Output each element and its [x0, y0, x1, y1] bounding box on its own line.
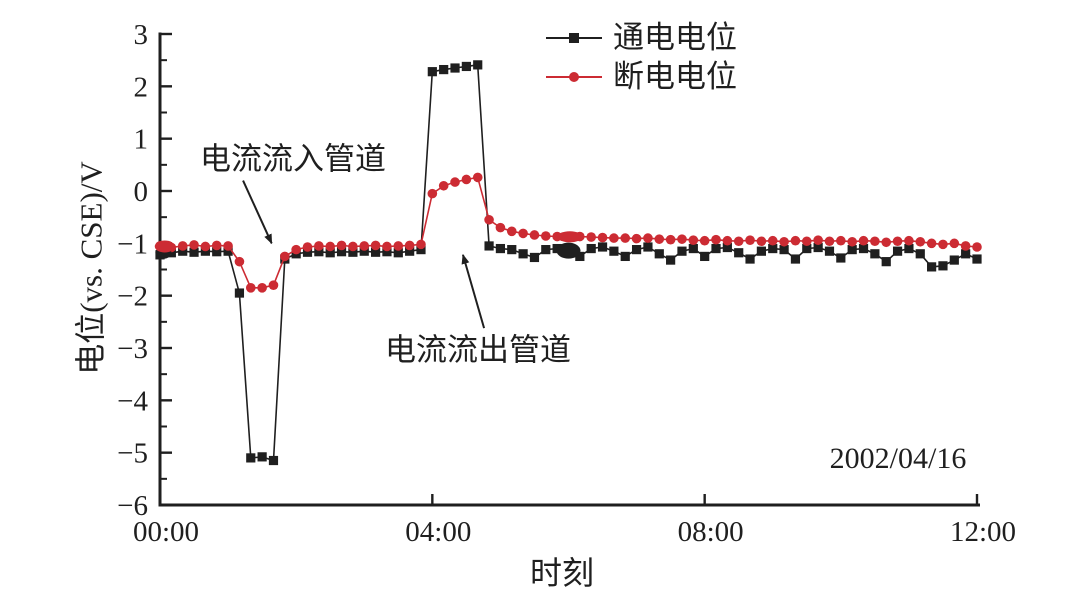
legend-item-off-potential: 断电电位 — [546, 57, 737, 96]
y-tick-label: −4 — [117, 385, 148, 417]
marker-cluster — [154, 240, 175, 253]
legend-item-on-potential: 通电电位 — [546, 18, 737, 57]
marker-cluster — [556, 231, 583, 243]
annotation-arrow-inflow — [242, 180, 273, 245]
x-axis-title: 时刻 — [529, 555, 595, 591]
y-tick-label: 3 — [134, 19, 149, 51]
y-tick-label: 2 — [134, 71, 149, 103]
legend-label-on-potential: 通电电位 — [613, 20, 737, 55]
y-tick-label: 0 — [134, 176, 149, 208]
marker-cluster — [556, 242, 581, 259]
legend-circle-marker-1 — [569, 71, 579, 82]
date-label: 2002/04/16 — [829, 442, 967, 475]
y-tick-label: −5 — [117, 438, 148, 470]
legend-square-marker-0 — [569, 32, 579, 43]
y-axis-title: 电位(vs. CSE)/V — [73, 161, 109, 375]
x-tick-label: 00:00 — [133, 516, 199, 548]
y-tick-label: −3 — [117, 333, 148, 365]
x-tick-label: 04:00 — [405, 516, 471, 548]
y-tick-label: −6 — [117, 490, 148, 522]
on-potential-line-marker-icon — [546, 32, 602, 44]
x-tick-label: 12:00 — [950, 516, 1016, 548]
off-potential-line-marker-icon — [546, 71, 602, 83]
annotation-current-inflow-text: 电流流入管道 — [200, 141, 386, 177]
series-on-potential — [155, 60, 982, 466]
annotation-current-outflow-text: 电流流出管道 — [385, 332, 571, 368]
axes: 3 2 1 0 −1 −2 −3 −4 −5 −600:00 04:00 08:00 12:00 — [117, 19, 1016, 548]
annotation-arrow-outflow — [461, 253, 486, 329]
y-tick-label: −2 — [117, 281, 148, 313]
y-tick-label: 1 — [134, 124, 149, 156]
legend: 通电电位 断电电位 — [546, 18, 737, 96]
y-tick-label: −1 — [117, 228, 148, 260]
legend-label-off-potential: 断电电位 — [613, 59, 737, 94]
x-tick-label: 08:00 — [678, 516, 744, 548]
